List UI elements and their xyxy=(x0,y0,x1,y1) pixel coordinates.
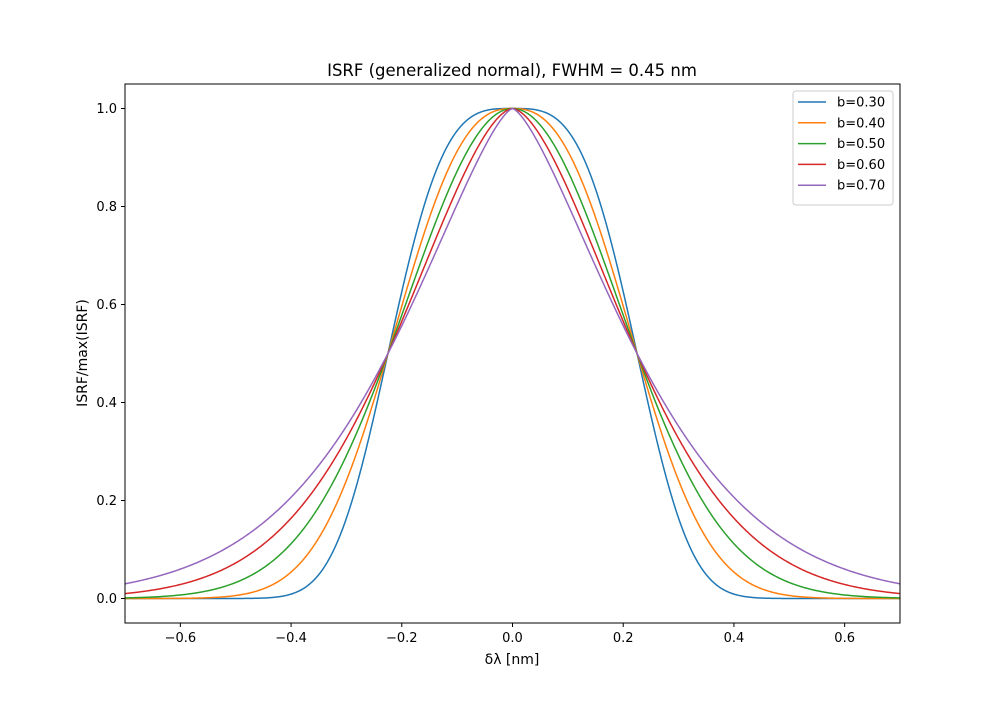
legend-label: b=0.70 xyxy=(837,179,885,194)
plot-area xyxy=(124,83,901,624)
series-line-1 xyxy=(125,107,900,600)
series-line-2 xyxy=(125,107,900,600)
y-axis-label: ISRF/max(ISRF) xyxy=(75,299,91,407)
legend-box xyxy=(792,90,894,206)
y-tick-label: 0.8 xyxy=(96,200,117,215)
chart-title: ISRF (generalized normal), FWHM = 0.45 n… xyxy=(327,61,697,80)
legend-label: b=0.50 xyxy=(837,137,885,152)
y-axis: 0.0 0.2 0.4 0.6 0.8 1.0 xyxy=(96,102,125,607)
series-line-5 xyxy=(125,107,900,585)
x-axis: −0.6 −0.4 −0.2 0.0 0.2 0.4 0.6 xyxy=(165,623,855,646)
series-line-4 xyxy=(125,107,900,595)
x-tick-label: −0.6 xyxy=(165,631,197,646)
y-tick-label: 0.0 xyxy=(96,592,117,607)
y-tick-label: 1.0 xyxy=(96,102,117,117)
x-axis-label: δλ [nm] xyxy=(485,652,540,668)
plot-frame xyxy=(124,83,901,624)
legend-label: b=0.60 xyxy=(837,158,885,173)
x-tick-label: 0.4 xyxy=(724,631,745,646)
x-tick-label: −0.4 xyxy=(275,631,307,646)
y-tick-label: 0.2 xyxy=(96,494,117,509)
x-tick-label: 0.0 xyxy=(502,631,523,646)
y-tick-label: 0.6 xyxy=(96,298,117,313)
series-line-3 xyxy=(125,107,900,599)
x-tick-label: 0.6 xyxy=(834,631,855,646)
x-tick-label: −0.2 xyxy=(386,631,418,646)
series-group xyxy=(125,107,900,600)
x-tick-label: 0.2 xyxy=(613,631,634,646)
y-tick-label: 0.4 xyxy=(96,396,117,411)
legend-label: b=0.30 xyxy=(837,96,885,111)
legend: b=0.30 b=0.40 b=0.50 b=0.60 b=0.70 xyxy=(792,90,894,206)
legend-label: b=0.40 xyxy=(837,116,885,131)
